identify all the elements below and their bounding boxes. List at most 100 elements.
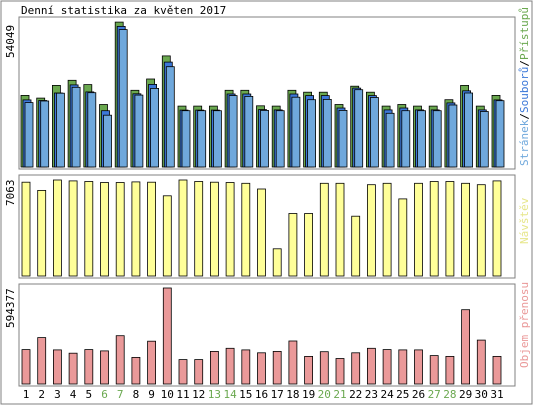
bar-visits-day-3 [53,179,62,277]
legend-separator-1: / [518,113,531,120]
bar-stránek-day-8 [134,94,144,168]
x-tick-label-day-20: 20 [318,388,331,401]
bar-stránek-day-15 [244,96,254,168]
bar-transfer-day-5 [84,349,94,385]
x-tick-label-day-15: 15 [239,388,252,401]
bar-visits-day-18 [288,213,298,277]
bar-stránek-day-20 [322,99,332,168]
bar-transfer-day-23 [366,347,376,385]
x-tick-label-day-31: 31 [490,388,503,401]
x-tick-label-day-11: 11 [176,388,189,401]
legend-hits: Přístupů [518,7,531,60]
bar-visits-day-15 [241,182,251,277]
bar-transfer-day-6 [100,350,109,385]
bar-visits-day-10 [162,195,172,277]
bar-stránek-day-30 [479,111,489,168]
x-tick-label-day-12: 12 [192,388,205,401]
bar-stránek-day-13 [212,110,222,168]
legend-separator-2: / [518,60,531,67]
bar-transfer-day-11 [178,359,188,385]
x-tick-label-day-18: 18 [286,388,299,401]
x-tick-label-day-6: 6 [101,388,108,401]
bar-transfer-day-31 [492,355,502,385]
bar-transfer-day-13 [209,350,219,385]
bar-visits-day-6 [100,182,109,277]
bar-transfer-day-14 [225,347,235,385]
x-tick-label-day-21: 21 [333,388,346,401]
bar-visits-day-14 [225,182,235,277]
bar-transfer-day-15 [241,349,251,385]
x-tick-label-day-2: 2 [38,388,45,401]
chart-title: Denní statistika za květen 2017 [21,4,226,17]
x-tick-label-day-5: 5 [85,388,92,401]
bar-stránek-day-5 [87,92,97,168]
bar-stránek-day-4 [71,86,81,168]
bar-stránek-day-11 [181,110,191,168]
bar-visits-day-11 [178,179,188,277]
transfer-legend: Objem přenosu [518,282,531,368]
x-tick-label-day-30: 30 [475,388,488,401]
bar-transfer-day-8 [131,356,141,385]
bar-stránek-day-23 [369,97,379,168]
bar-stránek-day-2 [40,100,50,168]
bar-stránek-day-24 [385,112,395,168]
transfer-max-label: 594377 [4,288,17,328]
bar-visits-day-26 [414,182,423,277]
bar-stránek-day-22 [354,89,364,168]
bar-stránek-day-9 [150,88,160,168]
bar-transfer-day-10 [162,287,172,385]
bar-visits-day-9 [147,181,157,277]
bar-transfer-day-30 [476,339,486,385]
bar-stránek-day-25 [401,110,411,168]
x-tick-label-day-7: 7 [117,388,124,401]
bar-stránek-day-16 [260,110,269,168]
transfer-panel-frame [18,283,516,387]
bar-visits-day-1 [21,181,31,277]
bar-transfer-day-16 [257,352,266,385]
bar-stránek-day-18 [291,96,301,168]
bar-stránek-day-6 [103,114,112,168]
bar-transfer-day-17 [272,350,282,385]
visits-legend: Návštěv [518,197,531,244]
x-tick-label-day-10: 10 [161,388,174,401]
bar-stránek-day-3 [56,92,65,168]
bar-stránek-day-12 [197,110,207,168]
bar-visits-day-7 [115,182,125,277]
bar-visits-day-8 [131,181,141,277]
hits-legend: Stránek/Souborů/Přístupů [518,7,531,166]
visits-panel-frame [18,174,516,279]
legend-pages: Stránek [518,119,531,166]
bar-transfer-day-20 [319,351,329,385]
bar-stránek-day-21 [338,110,348,168]
bar-visits-day-5 [84,181,94,277]
bar-visits-day-13 [209,181,219,277]
bar-transfer-day-27 [429,355,439,385]
bar-visits-day-12 [194,181,204,277]
x-tick-label-day-1: 1 [23,388,30,401]
bar-transfer-day-2 [37,337,47,385]
bar-stránek-day-17 [275,110,285,168]
x-tick-label-day-24: 24 [380,388,394,401]
bar-transfer-day-25 [398,349,408,385]
bar-stránek-day-1 [24,102,34,168]
bar-stránek-day-31 [495,100,505,168]
x-tick-label-day-9: 9 [148,388,155,401]
bar-transfer-day-4 [68,352,78,385]
bar-transfer-day-21 [335,358,345,385]
bar-transfer-day-1 [21,349,31,385]
bar-transfer-day-19 [304,355,314,385]
bar-stránek-day-27 [432,110,442,168]
x-tick-label-day-22: 22 [349,388,362,401]
bar-stránek-day-29 [464,92,474,168]
x-tick-label-day-4: 4 [70,388,77,401]
bar-transfer-day-7 [115,335,125,385]
bar-visits-day-31 [492,180,502,277]
x-tick-label-day-13: 13 [208,388,221,401]
x-tick-label-day-23: 23 [365,388,378,401]
bar-transfer-day-12 [194,359,204,385]
bar-transfer-day-9 [147,340,157,385]
bar-transfer-day-3 [53,349,62,385]
bar-stránek-day-19 [307,99,317,168]
